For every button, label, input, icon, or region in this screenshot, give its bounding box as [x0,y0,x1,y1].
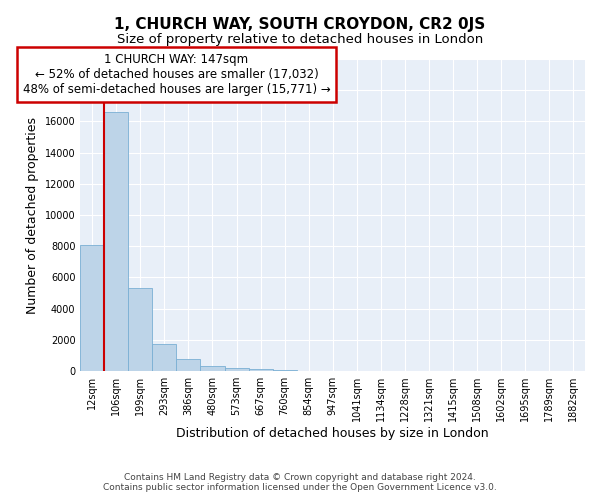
Bar [248,369,272,371]
X-axis label: Distribution of detached houses by size in London: Distribution of detached houses by size … [176,427,489,440]
Bar [80,246,104,371]
Text: 1, CHURCH WAY, SOUTH CROYDON, CR2 0JS: 1, CHURCH WAY, SOUTH CROYDON, CR2 0JS [115,18,485,32]
Text: Size of property relative to detached houses in London: Size of property relative to detached ho… [117,32,483,46]
Y-axis label: Number of detached properties: Number of detached properties [26,116,39,314]
Bar [200,366,224,371]
Bar [176,360,200,371]
Bar [152,344,176,371]
Bar [224,368,248,371]
Bar [128,288,152,371]
Bar [104,112,128,371]
Bar [272,370,296,371]
Text: Contains HM Land Registry data © Crown copyright and database right 2024.
Contai: Contains HM Land Registry data © Crown c… [103,473,497,492]
Text: 1 CHURCH WAY: 147sqm
← 52% of detached houses are smaller (17,032)
48% of semi-d: 1 CHURCH WAY: 147sqm ← 52% of detached h… [23,53,331,96]
